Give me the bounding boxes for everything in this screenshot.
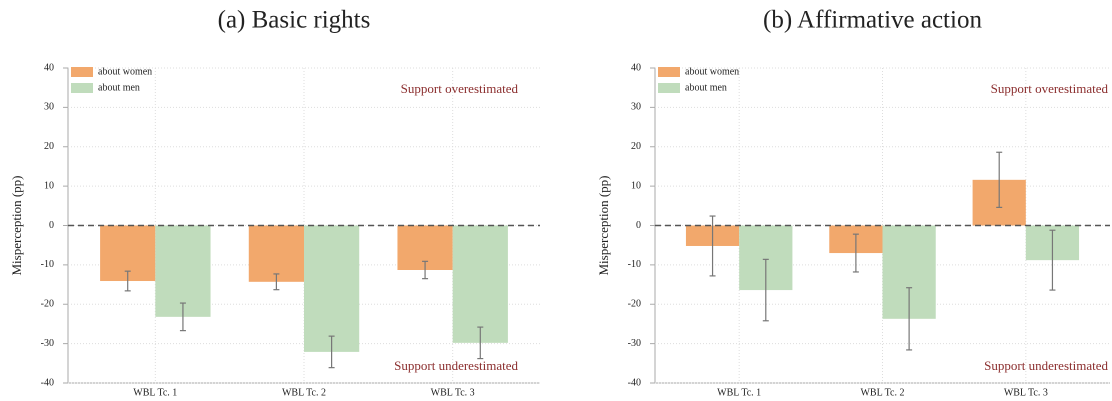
y-tick-label: 40	[44, 62, 54, 73]
y-tick-label: 0	[49, 220, 54, 231]
legend-label: about men	[685, 82, 727, 93]
legend-swatch	[71, 83, 93, 93]
y-axis-label: Misperception (pp)	[596, 175, 611, 275]
y-tick-label: -30	[41, 338, 54, 349]
x-tick-label: WBL Tc. 1	[133, 387, 177, 398]
legend-label: about women	[98, 66, 152, 77]
error-bar	[477, 326, 484, 360]
x-tick-label: WBL Tc. 2	[282, 387, 326, 398]
error-bar	[124, 270, 131, 292]
y-tick-label: 10	[44, 180, 54, 191]
error-bar	[852, 233, 859, 273]
y-tick-label: 20	[631, 141, 641, 152]
annotation: Support underestimated	[984, 358, 1108, 373]
bar	[452, 225, 508, 343]
y-tick-label: -30	[628, 338, 641, 349]
x-tick-label: WBL Tc. 1	[717, 387, 761, 398]
legend-label: about women	[685, 66, 739, 77]
y-tick-label: 0	[636, 220, 641, 231]
error-bar	[762, 258, 769, 322]
annotation: Support overestimated	[991, 81, 1109, 96]
legend-swatch	[658, 67, 680, 77]
legend-swatch	[71, 67, 93, 77]
y-tick-label: 30	[44, 102, 54, 113]
annotation: Support overestimated	[401, 81, 519, 96]
y-tick-label: -10	[628, 259, 641, 270]
error-bar	[328, 335, 335, 369]
legend-swatch	[658, 83, 680, 93]
bar	[248, 225, 304, 282]
error-bar	[906, 287, 913, 351]
y-tick-label: -20	[41, 299, 54, 310]
y-axis-label: Misperception (pp)	[9, 175, 24, 275]
error-bar	[709, 215, 716, 277]
x-tick-label: WBL Tc. 3	[1004, 387, 1048, 398]
chart-title: (a) Basic rights	[218, 7, 371, 34]
y-tick-label: 10	[631, 180, 641, 191]
y-tick-label: -10	[41, 259, 54, 270]
error-bar	[422, 260, 429, 280]
y-tick-label: 40	[631, 62, 641, 73]
error-bar	[996, 151, 1003, 208]
error-bar	[273, 273, 280, 291]
y-tick-label: 20	[44, 141, 54, 152]
chart-title: (b) Affirmative action	[763, 7, 982, 34]
x-tick-label: WBL Tc. 3	[431, 387, 475, 398]
error-bar	[179, 302, 186, 332]
bar	[304, 225, 360, 352]
y-tick-label: 30	[631, 102, 641, 113]
y-tick-label: -40	[41, 377, 54, 388]
error-bar	[1049, 229, 1056, 291]
bar	[155, 225, 211, 317]
y-tick-label: -20	[628, 299, 641, 310]
annotation: Support underestimated	[394, 358, 518, 373]
y-tick-label: -40	[628, 377, 641, 388]
legend-label: about men	[98, 82, 140, 93]
x-tick-label: WBL Tc. 2	[860, 387, 904, 398]
